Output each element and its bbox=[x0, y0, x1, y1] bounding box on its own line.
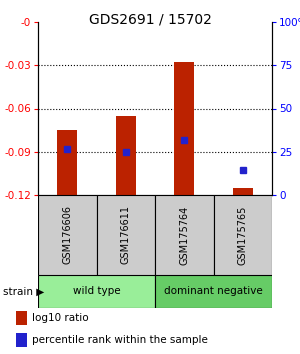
Text: percentile rank within the sample: percentile rank within the sample bbox=[32, 335, 208, 345]
Bar bbox=[214, 195, 272, 275]
Text: GSM176606: GSM176606 bbox=[62, 206, 72, 264]
Bar bbox=[174, 62, 194, 196]
Bar bbox=[16, 311, 27, 325]
Text: wild type: wild type bbox=[73, 286, 120, 297]
Bar bbox=[38, 275, 155, 308]
Bar bbox=[155, 195, 214, 275]
Text: GSM175765: GSM175765 bbox=[238, 205, 248, 265]
Text: GSM175764: GSM175764 bbox=[179, 205, 189, 265]
Text: GDS2691 / 15702: GDS2691 / 15702 bbox=[88, 12, 212, 26]
Bar bbox=[57, 130, 77, 196]
Bar bbox=[97, 195, 155, 275]
Bar bbox=[16, 333, 27, 347]
Text: strain ▶: strain ▶ bbox=[3, 286, 44, 297]
Bar bbox=[38, 195, 97, 275]
Bar bbox=[116, 116, 136, 196]
Bar bbox=[155, 275, 272, 308]
Text: log10 ratio: log10 ratio bbox=[32, 313, 89, 323]
Text: dominant negative: dominant negative bbox=[164, 286, 263, 297]
Text: GSM176611: GSM176611 bbox=[121, 206, 131, 264]
Bar bbox=[232, 188, 253, 196]
